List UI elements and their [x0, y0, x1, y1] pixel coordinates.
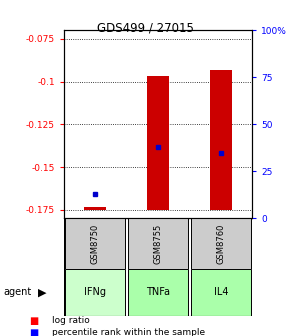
Text: log ratio: log ratio [52, 317, 90, 325]
Text: GSM8760: GSM8760 [216, 223, 225, 264]
Text: IL4: IL4 [214, 287, 228, 297]
Bar [84, 207, 106, 210]
Text: ▶: ▶ [38, 287, 46, 297]
Bar [191, 269, 251, 316]
Text: ■: ■ [29, 328, 38, 336]
Bar [210, 70, 232, 210]
Text: ■: ■ [29, 316, 38, 326]
Text: GDS499 / 27015: GDS499 / 27015 [97, 22, 193, 35]
Bar [191, 218, 251, 269]
Text: GSM8755: GSM8755 [153, 223, 163, 264]
Text: GSM8750: GSM8750 [91, 223, 100, 264]
Text: percentile rank within the sample: percentile rank within the sample [52, 329, 205, 336]
Bar [65, 218, 125, 269]
Bar [128, 218, 188, 269]
Bar [65, 269, 125, 316]
Text: IFNg: IFNg [84, 287, 106, 297]
Bar [147, 76, 169, 210]
Text: agent: agent [3, 287, 31, 297]
Text: TNFa: TNFa [146, 287, 170, 297]
Bar [128, 269, 188, 316]
